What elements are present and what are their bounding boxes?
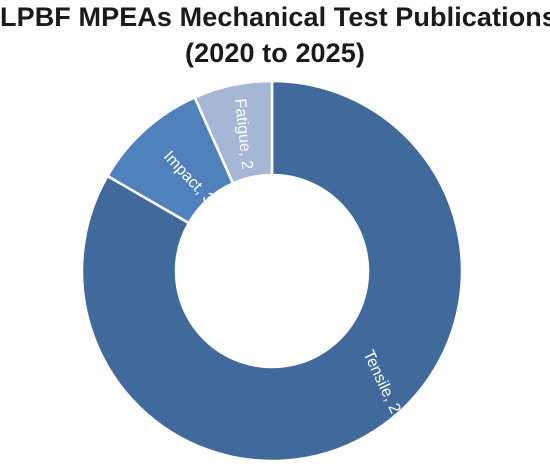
donut-slice-tensile xyxy=(80,79,464,463)
chart-subtitle: (2020 to 2025) xyxy=(185,38,365,68)
chart-title: LPBF MPEAs Mechanical Test Publications xyxy=(0,2,550,32)
donut-slice-fatigue xyxy=(193,79,274,185)
